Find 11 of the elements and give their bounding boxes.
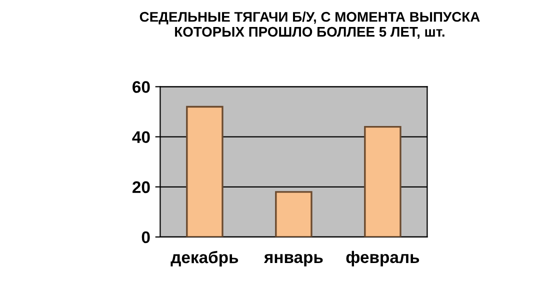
bar (275, 191, 312, 237)
x-tick-label: февраль (346, 250, 420, 266)
y-tick-label: 0 (142, 231, 150, 244)
y-tick-label: 60 (132, 81, 150, 93)
x-tick-label: январь (264, 254, 323, 266)
y-tick-label: 20 (132, 181, 150, 194)
bar (364, 126, 402, 237)
x-tick-label: декабрь (170, 250, 238, 267)
y-tick-label: 40 (132, 131, 150, 143)
bar (186, 106, 224, 237)
chart-title: СЕДЕЛЬНЫЕ ТЯГАЧИ Б/У, С МОМЕНТА ВЫПУСКА КОТОРЫХ ПРОШЛО БОЛЛЕЕ 5 ЛЕТ, шт. (140, 12, 480, 39)
